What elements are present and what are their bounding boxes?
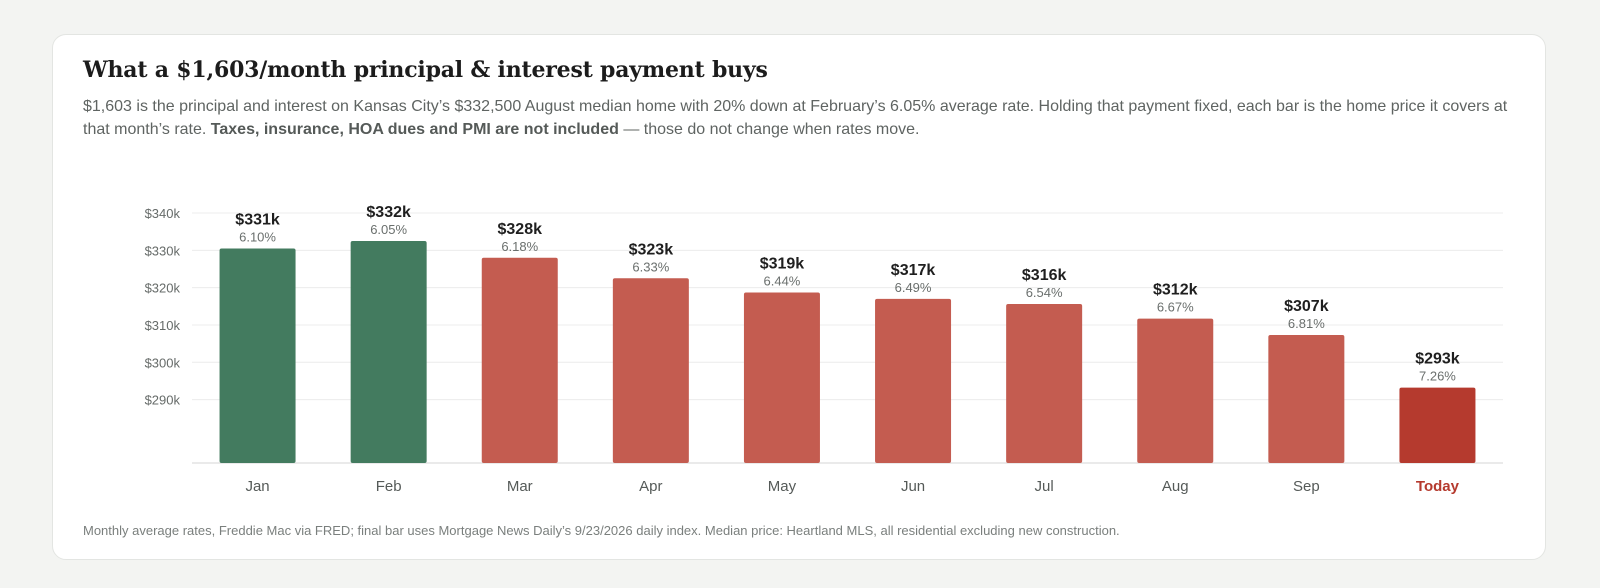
y-tick-label: $340k [145, 206, 181, 221]
x-tick-label: Jul [1035, 478, 1054, 495]
bar-aug [1137, 318, 1214, 463]
rate-label: 6.10% [239, 229, 276, 244]
bar-jan [219, 248, 296, 463]
bar-today [1399, 387, 1476, 463]
rate-label: 6.49% [895, 280, 932, 295]
x-tick-label: Feb [376, 478, 402, 495]
value-label: $328k [498, 221, 543, 238]
rate-label: 7.26% [1419, 369, 1456, 384]
bar-apr [612, 278, 689, 463]
x-tick-label: Aug [1162, 478, 1189, 495]
chart-title: What a $1,603/month principal & interest… [83, 57, 768, 83]
value-label: $293k [1415, 351, 1460, 368]
value-label: $312k [1153, 282, 1198, 299]
x-tick-label: Sep [1293, 478, 1320, 495]
chart-footnote: Monthly average rates, Freddie Mac via F… [83, 523, 1120, 538]
y-tick-label: $330k [145, 243, 181, 258]
subtitle-emphasis: Taxes, insurance, HOA dues and PMI are n… [210, 121, 619, 138]
rate-label: 6.67% [1157, 300, 1194, 315]
bar-feb [350, 240, 427, 463]
value-label: $316k [1022, 267, 1067, 284]
bar-jun [875, 298, 952, 463]
bar-chart: $290k $300k $310k $320k $330k $340k 6.10%$331k… [145, 204, 1503, 495]
rate-label: 6.18% [501, 239, 538, 254]
x-tick-label: Apr [639, 478, 662, 495]
chart-card: What a $1,603/month principal & interest… [52, 34, 1546, 560]
subtitle-text-end: — those do not change when rates move. [618, 121, 920, 138]
x-tick-label: Today [1416, 478, 1460, 495]
y-tick-label: $290k [145, 393, 181, 408]
x-tick-label: Jan [245, 478, 269, 495]
y-tick-label: $300k [145, 355, 181, 370]
chart-subtitle: $1,603 is the principal and interest on … [83, 95, 1523, 141]
bar-sep [1268, 335, 1345, 463]
bar-may [743, 292, 820, 463]
x-tick-label: Mar [507, 478, 533, 495]
x-tick-label: May [768, 478, 797, 495]
rate-label: 6.81% [1288, 316, 1325, 331]
value-label: $319k [760, 255, 805, 272]
bar-jul [1006, 304, 1083, 463]
value-label: $323k [629, 241, 674, 258]
rate-label: 6.44% [764, 273, 801, 288]
x-tick-label: Jun [901, 478, 925, 495]
rate-label: 6.33% [632, 259, 669, 274]
value-label: $307k [1284, 298, 1329, 315]
bar-mar [481, 257, 558, 463]
value-label: $317k [891, 262, 936, 279]
value-label: $332k [366, 204, 411, 221]
rate-label: 6.05% [370, 222, 407, 237]
value-label: $331k [235, 211, 280, 228]
y-tick-label: $310k [145, 318, 181, 333]
y-tick-label: $320k [145, 281, 181, 296]
rate-label: 6.54% [1026, 285, 1063, 300]
subtitle-text: $1,603 is the principal and interest on … [83, 98, 1508, 138]
